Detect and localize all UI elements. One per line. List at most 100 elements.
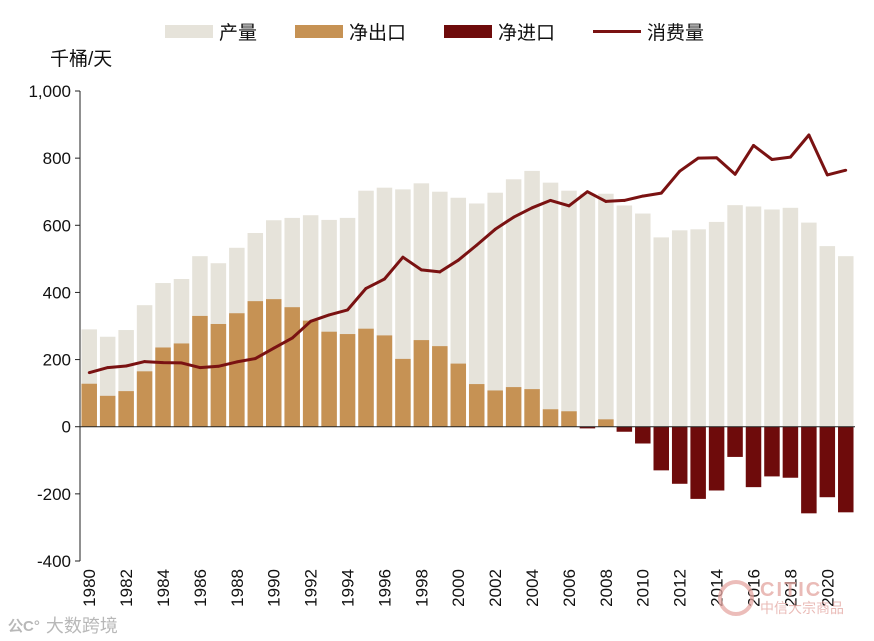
bar-net-import [801, 426, 817, 514]
bar-production [579, 193, 596, 427]
x-tick-label: 1982 [117, 569, 136, 607]
consumption-point [475, 243, 479, 247]
consumption-point [641, 194, 645, 198]
consumption-point [659, 191, 663, 195]
bar-net-export [302, 320, 319, 427]
bar-production [838, 256, 854, 427]
bar-net-export [505, 387, 522, 427]
x-tick-label: 1998 [412, 569, 431, 607]
bar-net-import [579, 426, 596, 429]
consumption-point [512, 215, 516, 219]
bar-production [653, 237, 669, 427]
consumption-point [770, 158, 774, 161]
consumption-point [124, 364, 128, 368]
y-tick-label: 1,000 [28, 82, 71, 101]
x-tick-label: 2008 [597, 569, 616, 607]
x-tick-label: 1986 [191, 569, 210, 607]
consumption-point [678, 169, 682, 173]
legend-item-production: 产量 [165, 18, 257, 45]
bar-production [708, 221, 725, 427]
consumption-point [346, 308, 349, 312]
bar-net-export [468, 384, 485, 427]
bar-net-export [450, 363, 467, 427]
bar-net-export [266, 299, 282, 427]
consumption-point [549, 199, 552, 202]
bar-net-export [247, 301, 264, 427]
bar-net-export [561, 411, 577, 427]
y-tick-label: -200 [37, 485, 71, 504]
bar-net-export [192, 315, 208, 427]
consumption-point [143, 360, 146, 363]
citic-logo-icon [718, 580, 754, 616]
bar-net-export [155, 347, 171, 427]
bar-net-import [616, 426, 633, 432]
bar-net-export [321, 331, 337, 427]
consumption-point [586, 190, 589, 194]
consumption-point [622, 199, 626, 202]
bar-production [801, 222, 817, 427]
y-tick-label: 400 [43, 283, 71, 302]
legend-item-net-export: 净出口 [295, 18, 406, 45]
watermark-logo-icon: 公C° [8, 617, 40, 635]
legend-swatch-production [165, 25, 213, 38]
bar-net-import [635, 426, 651, 444]
x-tick-label: 1990 [265, 569, 284, 607]
legend: 产量 净出口 净进口 消费量 [165, 18, 704, 45]
x-tick-label: 1980 [80, 569, 99, 607]
bar-production [524, 170, 540, 427]
bar-production [745, 206, 762, 427]
consumption-point [198, 366, 202, 370]
bar-net-import [764, 426, 780, 477]
consumption-point [419, 268, 423, 272]
bar-net-import [653, 426, 669, 471]
consumption-point [235, 360, 239, 364]
bar-net-export [598, 419, 614, 427]
bar-net-export [229, 313, 245, 427]
bar-net-export [542, 409, 559, 427]
bar-net-export [284, 307, 300, 427]
consumption-point [309, 319, 313, 323]
consumption-point [715, 156, 719, 160]
x-tick-label: 1996 [375, 569, 394, 607]
bar-production [542, 182, 559, 427]
consumption-point [161, 361, 165, 364]
bar-production [505, 179, 522, 427]
x-tick-label: 1988 [228, 569, 247, 607]
y-tick-label: -400 [37, 552, 71, 571]
x-tick-label: 2010 [634, 569, 653, 607]
watermark-right-en: CITIC [760, 579, 823, 602]
bar-net-export [395, 358, 411, 427]
bar-net-export [118, 391, 134, 427]
bar-production [468, 203, 485, 427]
bar-net-export [413, 340, 430, 427]
consumption-point [364, 287, 368, 290]
bar-net-export [432, 346, 448, 427]
bar-net-import [782, 426, 799, 478]
bar-net-import [838, 426, 854, 513]
x-tick-label: 2006 [560, 569, 579, 607]
bar-production [616, 205, 633, 427]
legend-swatch-net-export [295, 25, 344, 38]
watermark-left: 公C° 大数跨境 [8, 612, 118, 638]
bar-production [487, 192, 503, 427]
bar-production [764, 209, 780, 427]
legend-swatch-consumption [593, 30, 642, 33]
bar-net-export [339, 334, 356, 427]
x-tick-label: 1984 [154, 569, 173, 607]
consumption-point [272, 346, 276, 350]
consumption-point [106, 366, 110, 370]
watermark-right-cn: 中信大宗商品 [760, 600, 844, 617]
watermark-right: CITIC 中信大宗商品 [718, 580, 844, 616]
bar-net-import [708, 426, 725, 491]
x-tick-label: 2004 [523, 569, 542, 607]
consumption-point [216, 364, 220, 368]
x-tick-label: 2020 [818, 569, 837, 607]
bar-production [671, 230, 688, 427]
x-tick-label: 1994 [339, 569, 358, 607]
consumption-point [807, 133, 811, 137]
consumption-point [253, 357, 257, 360]
x-tick-label: 2018 [781, 569, 800, 607]
bar-net-import [671, 426, 688, 484]
consumption-point [844, 168, 848, 172]
